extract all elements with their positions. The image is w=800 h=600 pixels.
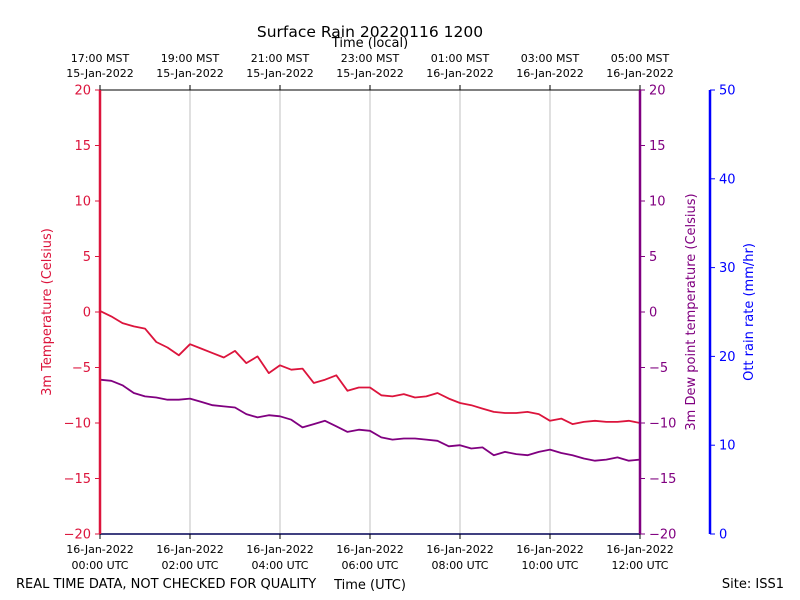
local-tick-date-label: 16-Jan-2022 — [516, 67, 584, 80]
series-line-3m-dew-point-temperature — [99, 378, 641, 462]
dew-tick-label: 15 — [649, 139, 666, 154]
temp-tick-label: −20 — [64, 528, 91, 543]
utc-tick-time-label: 08:00 UTC — [431, 559, 488, 572]
top-x-axis-label: Time (local) — [331, 36, 408, 51]
local-tick-time-label: 21:00 MST — [251, 52, 310, 65]
local-tick-date-label: 16-Jan-2022 — [606, 67, 674, 80]
local-tick-date-label: 15-Jan-2022 — [66, 67, 134, 80]
utc-tick-time-label: 00:00 UTC — [71, 559, 128, 572]
local-tick-date-label: 15-Jan-2022 — [156, 67, 224, 80]
dew-tick-label: 20 — [649, 84, 666, 99]
local-tick-date-label: 15-Jan-2022 — [336, 67, 404, 80]
temp-tick-label: 15 — [74, 139, 91, 154]
rain-tick-label: 50 — [719, 84, 736, 99]
temp-tick-label: −5 — [72, 361, 91, 376]
rain-tick-label: 40 — [719, 172, 736, 187]
local-tick-time-label: 01:00 MST — [431, 52, 490, 65]
y-axis-label-rain-rate: Ott rain rate (mm/hr) — [742, 243, 757, 381]
utc-tick-date-label: 16-Jan-2022 — [156, 543, 224, 556]
temp-tick-label: −15 — [64, 472, 91, 487]
x-axis-label: Time (UTC) — [333, 578, 406, 593]
utc-tick-time-label: 02:00 UTC — [161, 559, 218, 572]
utc-tick-date-label: 16-Jan-2022 — [246, 543, 314, 556]
temp-tick-label: 10 — [74, 195, 91, 210]
dew-tick-label: 10 — [649, 195, 666, 210]
dew-tick-label: −20 — [649, 528, 676, 543]
chart-title: Surface Rain 20220116 1200 — [257, 23, 483, 41]
ticks-group: 20151050−5−10−15−2020151050−5−10−15−2050… — [64, 52, 736, 572]
local-tick-time-label: 23:00 MST — [341, 52, 400, 65]
temp-tick-label: 20 — [74, 84, 91, 99]
dew-tick-label: 5 — [649, 250, 657, 265]
footer-site: Site: ISS1 — [722, 577, 784, 592]
local-tick-time-label: 17:00 MST — [71, 52, 130, 65]
y-axis-label-dewpoint: 3m Dew point temperature (Celsius) — [684, 193, 699, 430]
grid-lines — [99, 90, 641, 534]
footer-quality-note: REAL TIME DATA, NOT CHECKED FOR QUALITY — [16, 577, 316, 592]
rain-tick-label: 20 — [719, 350, 736, 365]
local-tick-time-label: 03:00 MST — [521, 52, 580, 65]
utc-tick-date-label: 16-Jan-2022 — [336, 543, 404, 556]
axes-group — [98, 89, 712, 535]
utc-tick-time-label: 06:00 UTC — [341, 559, 398, 572]
utc-tick-date-label: 16-Jan-2022 — [426, 543, 494, 556]
utc-tick-date-label: 16-Jan-2022 — [516, 543, 584, 556]
dew-tick-label: −5 — [649, 361, 668, 376]
dew-tick-label: −10 — [649, 417, 676, 432]
utc-tick-date-label: 16-Jan-2022 — [66, 543, 134, 556]
utc-tick-time-label: 04:00 UTC — [251, 559, 308, 572]
utc-tick-time-label: 10:00 UTC — [521, 559, 578, 572]
rain-tick-label: 30 — [719, 261, 736, 276]
series-line-3m-temperature — [99, 310, 641, 426]
dew-tick-label: 0 — [649, 306, 657, 321]
dew-tick-label: −15 — [649, 472, 676, 487]
y-axis-label-temperature: 3m Temperature (Celsius) — [40, 228, 55, 396]
rain-tick-label: 0 — [719, 528, 727, 543]
local-tick-date-label: 16-Jan-2022 — [426, 67, 494, 80]
rain-tick-label: 10 — [719, 439, 736, 454]
utc-tick-date-label: 16-Jan-2022 — [606, 543, 674, 556]
utc-tick-time-label: 12:00 UTC — [611, 559, 668, 572]
local-tick-time-label: 05:00 MST — [611, 52, 670, 65]
temp-tick-label: −10 — [64, 417, 91, 432]
local-tick-time-label: 19:00 MST — [161, 52, 220, 65]
local-tick-date-label: 15-Jan-2022 — [246, 67, 314, 80]
temp-tick-label: 5 — [83, 250, 91, 265]
temp-tick-label: 0 — [83, 306, 91, 321]
